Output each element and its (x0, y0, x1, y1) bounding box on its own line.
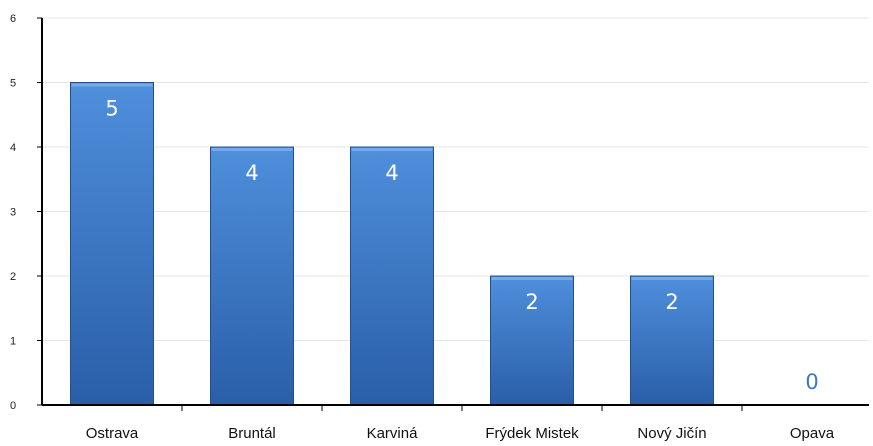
x-tick-label: Ostrava (86, 425, 139, 442)
gridlines (42, 17, 869, 341)
bar-highlight (491, 277, 573, 280)
bars (70, 82, 714, 406)
x-tick-label: Opava (790, 425, 835, 442)
data-labels: 5 4 4 2 2 0 (105, 97, 818, 395)
y-tick-labels: 0 1 2 3 4 5 6 (10, 13, 16, 412)
data-label: 2 (525, 290, 538, 314)
data-label: 4 (245, 161, 258, 185)
data-label: 0 (805, 370, 818, 394)
y-tick-label: 3 (10, 207, 16, 219)
bar-2 (350, 146, 434, 406)
axes (37, 17, 869, 411)
data-label: 4 (385, 161, 398, 185)
x-tick-label: Nový Jičín (637, 425, 706, 442)
bar-highlight (631, 277, 713, 280)
x-tick-labels: Ostrava Bruntál Karviná Frýdek Mistek Nový J… (86, 425, 835, 442)
x-tick-label: Frýdek Mistek (485, 425, 579, 442)
bar-highlight (351, 148, 433, 151)
data-label: 2 (665, 290, 678, 314)
y-tick-label: 1 (10, 336, 16, 348)
data-label: 5 (105, 97, 118, 121)
bar-highlight (71, 83, 153, 87)
x-tick-label: Karviná (367, 425, 419, 442)
bar-1 (210, 146, 294, 406)
bar-highlight (211, 148, 293, 151)
bar-0 (70, 82, 154, 406)
x-tick-label: Bruntál (228, 425, 276, 442)
y-tick-label: 2 (10, 271, 16, 283)
y-tick-label: 0 (10, 400, 16, 412)
bar-4 (630, 275, 714, 406)
y-tick-label: 6 (10, 13, 16, 25)
y-tick-label: 4 (10, 142, 16, 154)
y-tick-label: 5 (10, 78, 16, 90)
